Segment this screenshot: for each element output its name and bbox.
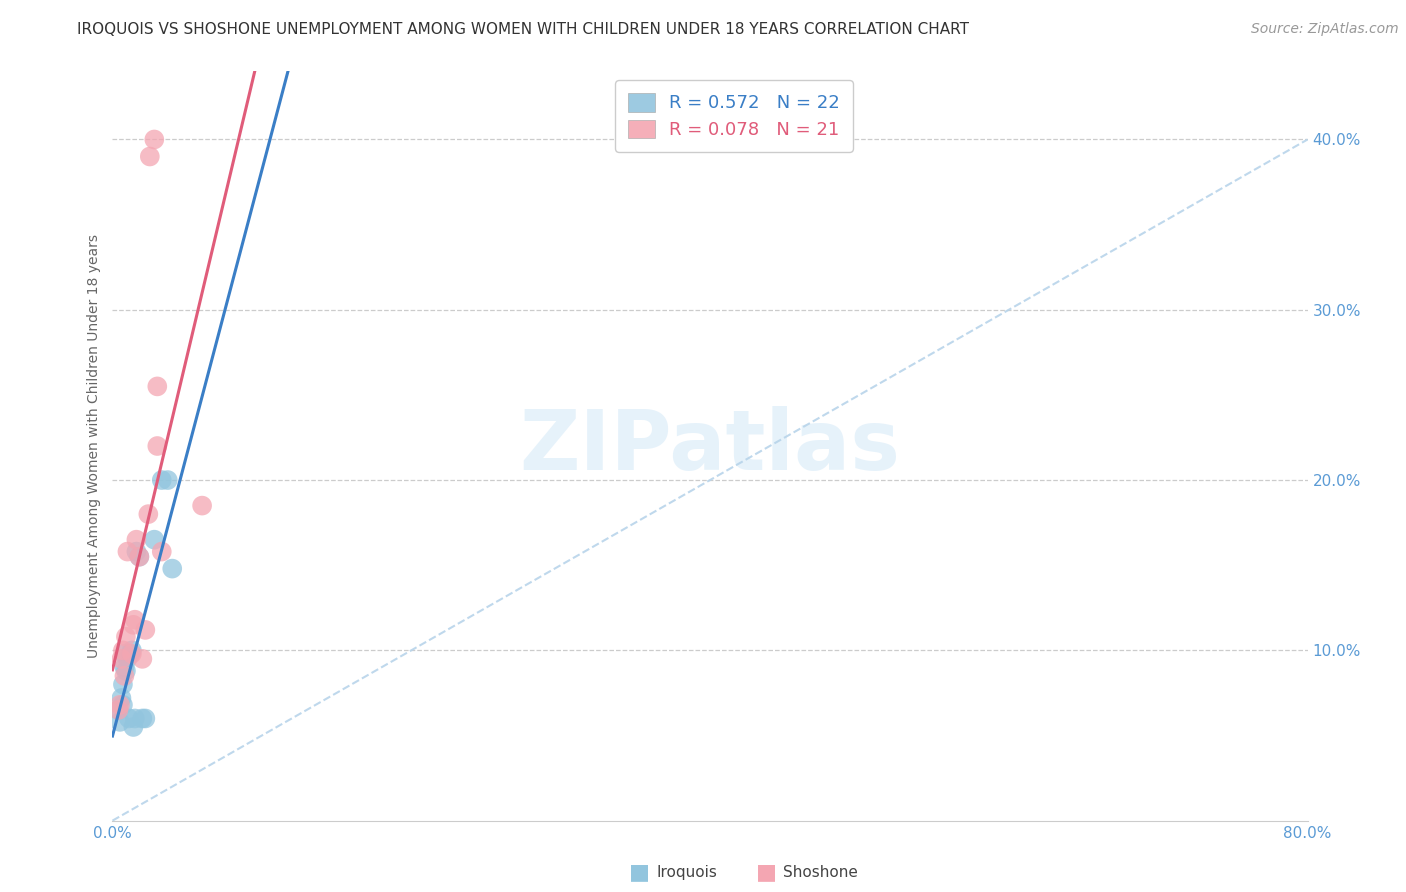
Point (125, 544, 148, 558)
Point (122, 617, 145, 632)
Point (134, 623, 156, 637)
Point (122, 720, 145, 734)
Point (131, 711, 153, 725)
Point (108, 698, 131, 712)
Text: ZIPatlas: ZIPatlas (520, 406, 900, 486)
Point (120, 647, 142, 661)
Point (108, 714, 131, 729)
Point (146, 439, 169, 453)
Point (110, 652, 132, 666)
Point (115, 664, 138, 678)
Point (124, 613, 146, 627)
Point (111, 643, 134, 657)
Point (128, 549, 150, 564)
Point (191, 499, 214, 513)
Legend: R = 0.572   N = 22, R = 0.078   N = 21: R = 0.572 N = 22, R = 0.078 N = 21 (616, 80, 852, 152)
Point (114, 647, 135, 661)
Point (156, 473, 179, 487)
Text: Iroquois: Iroquois (657, 865, 717, 880)
Point (114, 660, 135, 674)
Y-axis label: Unemployment Among Women with Children Under 18 years: Unemployment Among Women with Children U… (87, 234, 101, 658)
Point (117, 544, 139, 558)
Point (110, 691, 132, 706)
Text: IROQUOIS VS SHOSHONE UNEMPLOYMENT AMONG WOMEN WITH CHILDREN UNDER 18 YEARS CORRE: IROQUOIS VS SHOSHONE UNEMPLOYMENT AMONG … (77, 22, 969, 37)
Text: ■: ■ (630, 863, 650, 882)
Text: Shoshone: Shoshone (783, 865, 858, 880)
Point (138, 507, 160, 521)
Point (121, 647, 143, 661)
Point (162, 561, 183, 575)
Text: Source: ZipAtlas.com: Source: ZipAtlas.com (1251, 22, 1399, 37)
Point (114, 669, 135, 683)
Point (115, 630, 138, 644)
Point (134, 711, 156, 725)
Point (150, 473, 173, 487)
Point (107, 703, 129, 717)
Point (107, 703, 129, 717)
Text: ■: ■ (756, 863, 776, 882)
Point (143, 533, 166, 547)
Point (111, 677, 134, 691)
Point (117, 652, 139, 666)
Point (131, 652, 153, 666)
Point (118, 711, 141, 725)
Point (139, 149, 162, 163)
Point (146, 379, 169, 393)
Point (125, 533, 148, 547)
Point (111, 698, 134, 712)
Point (128, 549, 150, 564)
Point (143, 132, 166, 146)
Point (124, 711, 146, 725)
Point (121, 643, 143, 657)
Point (150, 544, 173, 558)
